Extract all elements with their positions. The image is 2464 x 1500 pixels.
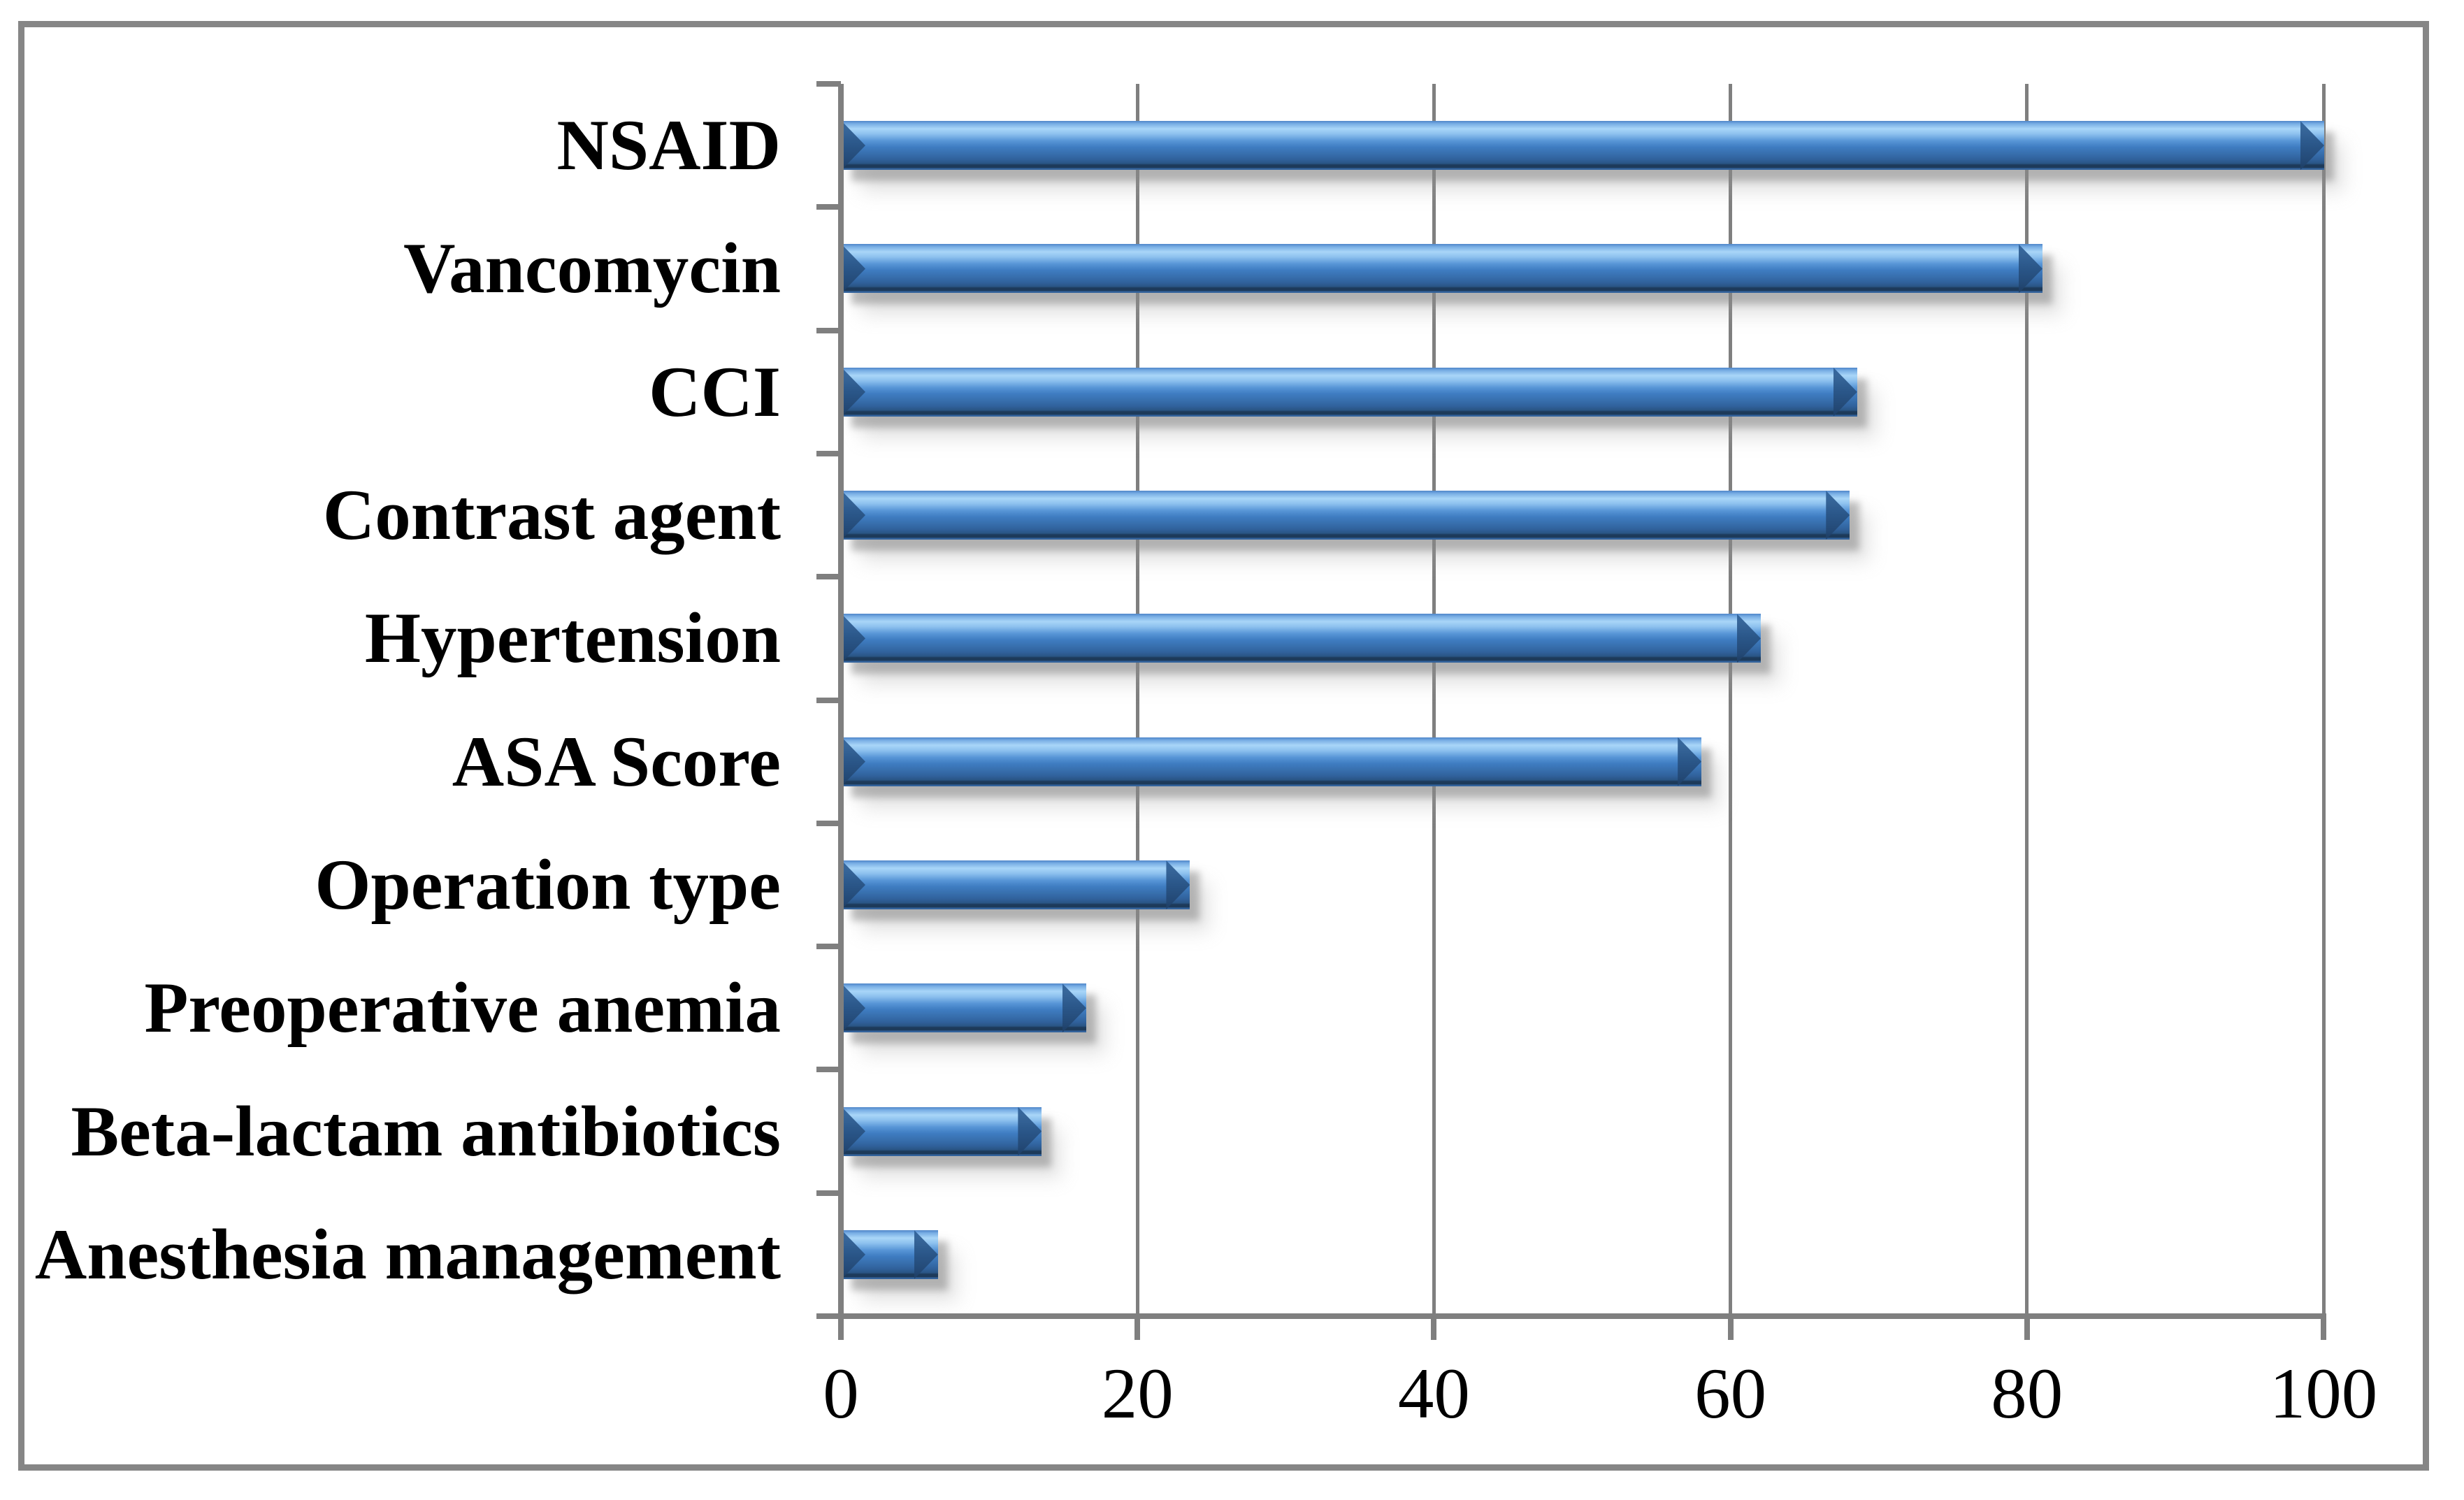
bar-contrast-agent [842,491,1850,540]
x-axis-tick-20 [1134,1319,1141,1340]
x-axis-tick-100 [2321,1319,2326,1340]
bar-bevel-right [2019,244,2042,294]
category-label-anesthesia-management: Anesthesia management [34,1214,781,1295]
category-label-cci: CCI [649,352,781,432]
bar-nsaid [842,121,2324,171]
bar-cci [842,367,1857,417]
y-axis-tick [816,1190,841,1196]
bar-bevel-right [1678,737,1702,786]
bar-bevel-right [1826,491,1850,540]
x-axis-tick-0 [838,1319,844,1340]
category-label-beta-lactam-antibiotics: Beta-lactam antibiotics [71,1091,781,1171]
bar-asa-score [842,737,1702,786]
gridline-80 [2025,84,2029,1316]
bar-bevel-right [1737,614,1761,663]
category-label-operation-type: Operation type [315,844,781,925]
x-axis-label-100: 100 [2269,1354,2378,1434]
bar-preoperative-anemia [842,983,1086,1033]
bar-bevel-right [1018,1106,1042,1156]
bar-bevel-left [842,860,865,909]
bar-bevel-left [842,614,865,663]
bar-bevel-left [842,1229,865,1279]
x-axis-label-0: 0 [823,1354,859,1434]
bar-operation-type [842,860,1190,909]
y-axis-line [838,84,844,1337]
bar-bevel-left [842,737,865,786]
bar-bevel-left [842,367,865,417]
bar-bevel-right [1833,367,1857,417]
bar-anesthesia-management [842,1229,938,1279]
x-axis-label-20: 20 [1101,1354,1174,1434]
y-axis-tick [816,81,841,87]
x-axis-label-60: 60 [1694,1354,1767,1434]
bar-bevel-left [842,983,865,1033]
bar-bevel-right [914,1229,938,1279]
bar-bevel-left [842,121,865,171]
y-axis-tick [816,327,841,333]
gridline-20 [1135,84,1139,1316]
gridline-40 [1432,84,1436,1316]
y-axis-tick [816,820,841,826]
category-label-contrast-agent: Contrast agent [322,475,781,556]
x-axis-tick-40 [1431,1319,1437,1340]
category-label-vancomycin: Vancomycin [403,229,781,309]
bar-bevel-right [2300,121,2324,171]
y-axis-tick [816,1067,841,1073]
gridline-100 [2321,84,2326,1316]
y-axis-tick [816,574,841,580]
y-axis-tick [816,450,841,456]
category-label-hypertension: Hypertension [364,598,781,679]
bar-bevel-left [842,1106,865,1156]
category-label-preoperative-anemia: Preoperative anemia [144,968,781,1048]
y-axis-tick [816,944,841,950]
y-axis-tick [816,1313,841,1319]
bar-bevel-left [842,491,865,540]
bar-bevel-right [1062,983,1086,1033]
x-axis-tick-60 [1727,1319,1734,1340]
x-axis-label-80: 80 [1991,1354,2063,1434]
bar-bevel-left [842,244,865,294]
y-axis-tick [816,697,841,703]
bar-vancomycin [842,244,2042,294]
bar-hypertension [842,614,1761,663]
x-axis-line [816,1313,2326,1319]
x-axis-label-40: 40 [1397,1354,1470,1434]
bar-beta-lactam-antibiotics [842,1106,1042,1156]
gridline-60 [1729,84,1733,1316]
bar-bevel-right [1166,860,1190,909]
x-axis-tick-80 [2024,1319,2030,1340]
plot-area [841,84,2326,1316]
chart-border [18,21,2429,1471]
y-axis-tick [816,204,841,210]
category-label-asa-score: ASA Score [452,721,781,802]
category-label-nsaid: NSAID [556,106,781,186]
